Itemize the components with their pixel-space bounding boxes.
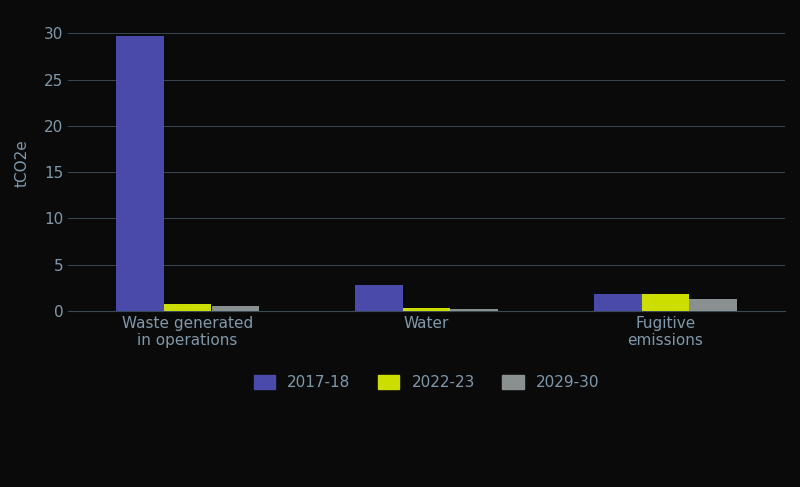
Bar [594,294,642,311]
Bar [355,284,402,311]
Bar [164,304,211,311]
Bar [690,299,738,311]
Bar [402,308,450,311]
Legend: 2017-18, 2022-23, 2029-30: 2017-18, 2022-23, 2029-30 [246,368,607,398]
Y-axis label: tCO2e: tCO2e [15,139,30,187]
Bar [642,294,690,311]
Bar [116,36,164,311]
Bar [211,306,259,311]
Bar [450,309,498,311]
